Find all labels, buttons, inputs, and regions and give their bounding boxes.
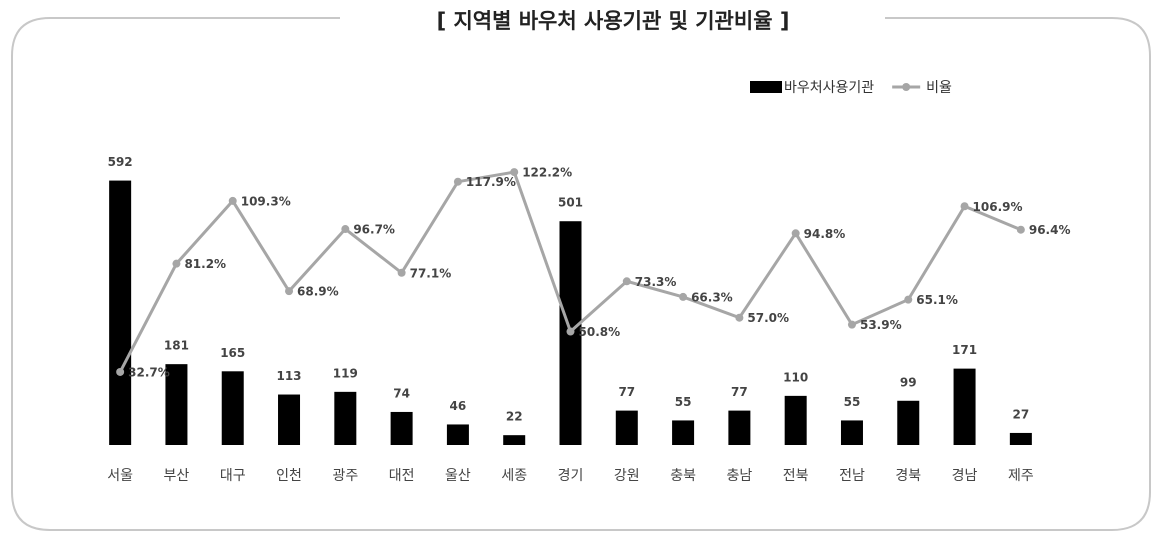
line-point (960, 202, 969, 211)
x-tick-label: 인천 (276, 468, 302, 484)
line-point (397, 268, 406, 277)
bar (503, 435, 526, 445)
bar (109, 180, 132, 445)
x-tick-label: 경기 (558, 468, 584, 484)
bar-label: 501 (558, 196, 583, 210)
x-tick-label: 제주 (1008, 468, 1034, 484)
bar (278, 394, 301, 445)
line-label: 53.9% (860, 318, 902, 332)
bar (1009, 432, 1032, 445)
line-point (847, 320, 856, 329)
line-label: 50.8% (579, 325, 621, 339)
line-label: 94.8% (804, 227, 846, 241)
legend-swatch (750, 81, 782, 93)
x-tick-label: 광주 (332, 468, 358, 484)
bar (672, 420, 695, 445)
bar-label: 77 (618, 385, 635, 399)
bar-label: 592 (108, 155, 133, 169)
bar (446, 424, 469, 445)
bar-label: 55 (675, 395, 692, 409)
bar (784, 395, 807, 445)
line-point (341, 225, 350, 234)
line-point (679, 292, 688, 301)
bar (840, 420, 863, 445)
bar (615, 410, 638, 445)
line-point (904, 295, 913, 304)
x-tick-label: 충북 (670, 468, 696, 484)
line-label: 68.9% (297, 285, 339, 299)
legend-label: 바우처사용기관 (784, 80, 874, 96)
bar-label: 181 (164, 339, 189, 353)
line-label: 73.3% (635, 275, 677, 289)
bar (334, 391, 357, 445)
x-tick-label: 충남 (726, 468, 752, 484)
line-point (116, 367, 125, 376)
bar (897, 400, 920, 445)
chart-title: [ 지역별 바우처 사용기관 및 기관비율 ] (437, 9, 790, 33)
bar-label: 165 (220, 346, 245, 360)
line-point (791, 229, 800, 238)
bar-label: 27 (1013, 407, 1030, 421)
line-label: 57.0% (747, 311, 789, 325)
line-label: 96.4% (1029, 223, 1071, 237)
line-point (285, 287, 294, 296)
x-tick-label: 경남 (952, 468, 978, 484)
x-tick-label: 대구 (220, 468, 246, 484)
x-tick-label: 서울 (107, 468, 133, 484)
line-point (172, 259, 181, 268)
line-label: 32.7% (128, 365, 170, 379)
line-label: 122.2% (522, 166, 572, 180)
bar-label: 99 (900, 375, 917, 389)
x-tick-label: 전북 (783, 468, 809, 484)
bar-label: 74 (393, 386, 410, 400)
line-point (453, 177, 462, 186)
line-label: 81.2% (184, 257, 226, 271)
bar (953, 368, 976, 445)
bar (390, 411, 413, 445)
x-tick-label: 세종 (501, 468, 527, 484)
x-tick-label: 부산 (164, 468, 190, 484)
frame (11, 17, 1151, 531)
x-tick-label: 대전 (389, 468, 415, 484)
x-tick-label: 경북 (895, 468, 921, 484)
line-point (228, 196, 237, 205)
x-tick-label: 강원 (614, 468, 640, 484)
bar (221, 371, 244, 445)
legend-swatch (902, 83, 911, 91)
line-label: 96.7% (353, 223, 395, 237)
bar-label: 55 (844, 395, 861, 409)
line-label: 66.3% (691, 290, 733, 304)
bar-label: 119 (333, 366, 358, 380)
bar-label: 110 (783, 370, 808, 384)
bar-label: 22 (506, 410, 523, 424)
line-point (566, 327, 575, 336)
line-label: 117.9% (466, 175, 516, 189)
bar (165, 364, 188, 445)
bar-label: 171 (952, 343, 977, 357)
x-tick-label: 전남 (839, 468, 865, 484)
line-label: 77.1% (410, 266, 452, 280)
line-label: 65.1% (916, 293, 958, 307)
legend-label: 비율 (926, 80, 952, 96)
x-tick-label: 울산 (445, 468, 471, 484)
line-point (622, 277, 631, 286)
bar (728, 410, 751, 445)
bar-label: 113 (276, 369, 301, 383)
line-label: 109.3% (241, 194, 291, 208)
line-point (735, 313, 744, 322)
line-label: 106.9% (973, 200, 1023, 214)
line-point (510, 168, 519, 177)
bar-label: 77 (731, 385, 748, 399)
line-point (1016, 225, 1025, 234)
bar-label: 46 (450, 399, 467, 413)
